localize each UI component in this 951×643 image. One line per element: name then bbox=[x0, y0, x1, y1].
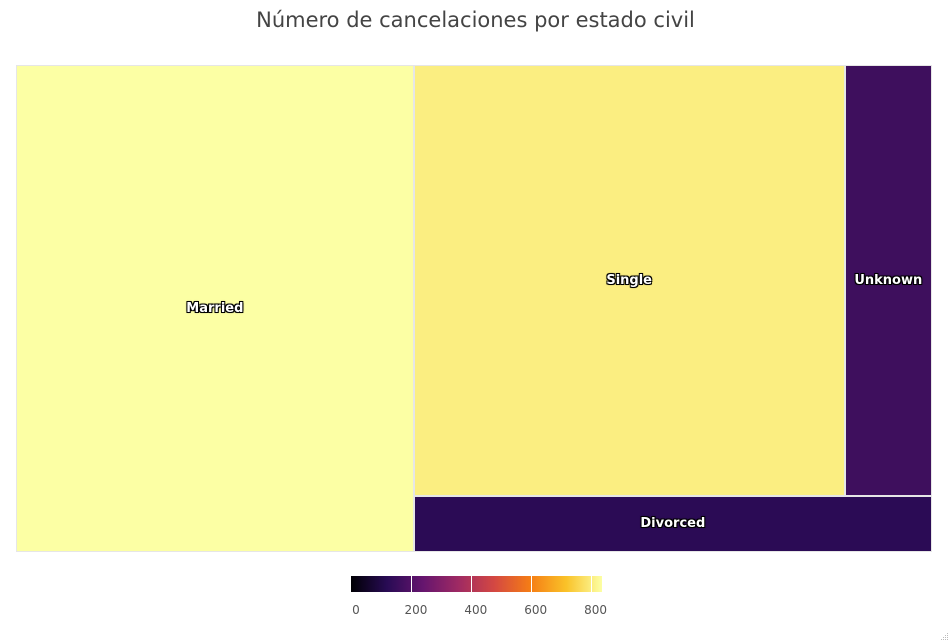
treemap-tile-label: Divorced bbox=[640, 516, 706, 532]
colorbar-tick bbox=[470, 576, 472, 592]
colorbar-gradient bbox=[351, 576, 602, 592]
treemap-plot-area: Married Single Unknown Divorced bbox=[16, 65, 932, 552]
colorbar-tick-label: 400 bbox=[464, 603, 488, 617]
colorbar bbox=[351, 576, 602, 592]
treemap-tile-label: Married bbox=[186, 300, 244, 316]
resize-handle-icon[interactable] bbox=[939, 631, 949, 641]
colorbar-tick bbox=[530, 576, 532, 592]
colorbar-tick bbox=[590, 576, 592, 592]
colorbar-tick-label: 0 bbox=[352, 603, 360, 617]
treemap-tile-label: Unknown bbox=[854, 272, 923, 288]
treemap-tile-label: Single bbox=[606, 272, 652, 288]
colorbar-tick-label: 600 bbox=[524, 603, 548, 617]
treemap-tile-married[interactable]: Married bbox=[16, 65, 414, 552]
chart-title: Número de cancelaciones por estado civil bbox=[256, 8, 695, 32]
treemap-tile-divorced[interactable]: Divorced bbox=[413, 496, 932, 552]
treemap-tile-single[interactable]: Single bbox=[413, 65, 845, 497]
colorbar-tick-label: 200 bbox=[404, 603, 428, 617]
treemap-tile-unknown[interactable]: Unknown bbox=[844, 65, 932, 497]
colorbar-tick bbox=[410, 576, 412, 592]
colorbar-tick-label: 800 bbox=[584, 603, 608, 617]
